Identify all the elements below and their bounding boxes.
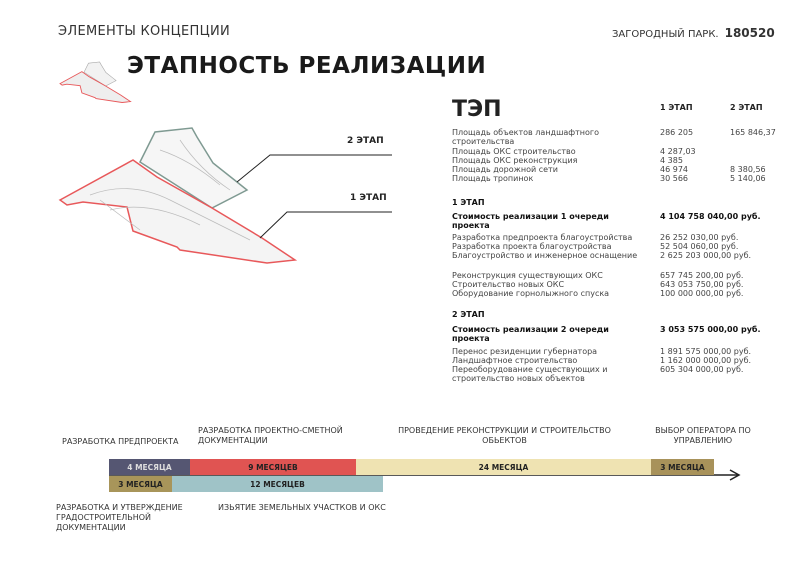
stage2-area — [139, 127, 249, 209]
row-value: 52 504 060,00 руб. — [660, 242, 739, 251]
row-label: Площадь ОКС строительство — [452, 147, 576, 156]
row-label: Площадь тропинок — [452, 174, 534, 183]
timeline-phase-label: ИЗЬЯТИЕ ЗЕМЕЛЬНЫХ УЧАСТКОВ И ОКС — [218, 503, 386, 512]
row-value: 100 000 000,00 руб. — [660, 289, 744, 298]
timeline-phase-label: ВЫБОР ОПЕРАТОРА ПО УПРАВЛЕНИЮ — [655, 426, 751, 445]
row-value-stage2: 5 140,06 — [730, 174, 766, 183]
row-value: 1 162 000 000,00 руб. — [660, 356, 752, 365]
row-label: 2 ЭТАП — [452, 310, 485, 319]
timeline-phase-label: РАЗРАБОТКА ПРОЕКТНО-СМЕТНОЙ ДОКУМЕНТАЦИИ — [198, 426, 343, 445]
page-title: ЭТАПНОСТЬ РЕАЛИЗАЦИИ — [127, 53, 487, 79]
timeline-phase-label: РАЗРАБОТКА И УТВЕРЖДЕНИЕ ГРАДОСТРОИТЕЛЬН… — [56, 503, 183, 532]
timeline-bar: 3 МЕСЯЦА — [109, 476, 172, 492]
row-label: Разработка проекта благоустройства — [452, 242, 612, 251]
timeline-bar: 9 МЕСЯЦЕВ — [190, 459, 356, 475]
row-value: 2 625 203 000,00 руб. — [660, 251, 752, 260]
row-label: Строительство новых ОКС — [452, 280, 565, 289]
row-label: Ландшафтное строительство — [452, 356, 578, 365]
phase-map — [58, 61, 392, 264]
row-label: Благоустройство и инженерное оснащение — [452, 251, 638, 260]
timeline-bar: 24 МЕСЯЦА — [356, 459, 651, 475]
timeline-phase-label: ПРОВЕДЕНИЕ РЕКОНСТРУКЦИИ И СТРОИТЕЛЬСТВО… — [398, 426, 611, 445]
row-label: Переоборудование существующих и строител… — [452, 365, 608, 383]
row-value: 286 205 — [660, 128, 694, 137]
row-label: Реконструкция существующих ОКС — [452, 271, 603, 280]
row-value-stage2: 165 846,37 — [730, 128, 776, 137]
tep-title: ТЭП — [452, 97, 502, 122]
row-value: 26 252 030,00 руб. — [660, 233, 739, 242]
project-label: ЗАГОРОДНЫЙ ПАРК. 180520 — [612, 26, 775, 40]
timeline-bar: 12 МЕСЯЦЕВ — [172, 476, 383, 492]
row-label: Стоимость реализации 1 очереди проекта — [452, 212, 609, 230]
timeline-bar: 3 МЕСЯЦА — [651, 459, 714, 475]
row-value: 1 891 575 000,00 руб. — [660, 347, 752, 356]
stage1-leader-line — [259, 211, 392, 239]
stage1-area — [58, 159, 298, 264]
arrow-icon — [729, 469, 741, 481]
timeline-phase-label: РАЗРАБОТКА ПРЕДПРОЕКТА — [62, 437, 179, 446]
section-label: ЭЛЕМЕНТЫ КОНЦЕПЦИИ — [58, 24, 231, 39]
row-value-stage2: 8 380,56 — [730, 165, 766, 174]
row-value: 4 104 758 040,00 руб. — [660, 212, 761, 221]
page-code: 180520 — [724, 26, 775, 40]
row-label: Перенос резиденции губернатора — [452, 347, 598, 356]
timeline-bar: 4 МЕСЯЦА — [109, 459, 190, 475]
row-label: Площадь объектов ландшафтного строительс… — [452, 128, 600, 146]
park-name: ЗАГОРОДНЫЙ ПАРК. — [612, 29, 719, 40]
row-label: Площадь ОКС реконструкция — [452, 156, 578, 165]
row-value: 605 304 000,00 руб. — [660, 365, 744, 374]
row-label: Площадь дорожной сети — [452, 165, 558, 174]
mini-map-thumbnail — [59, 61, 132, 103]
row-label: 1 ЭТАП — [452, 198, 485, 207]
row-label: Стоимость реализации 2 очереди проекта — [452, 325, 609, 343]
stage1-label: 1 ЭТАП — [350, 193, 387, 203]
row-label: Оборудование горнолыжного спуска — [452, 289, 610, 298]
row-value: 4 385 — [660, 156, 683, 165]
stage2-label: 2 ЭТАП — [347, 136, 384, 146]
col-stage1: 1 ЭТАП — [660, 103, 693, 112]
row-label: Разработка предпроекта благоустройства — [452, 233, 633, 242]
row-value: 643 053 750,00 руб. — [660, 280, 744, 289]
row-value: 30 566 — [660, 174, 688, 183]
row-value: 657 745 200,00 руб. — [660, 271, 744, 280]
stage2-leader-line — [236, 154, 392, 183]
row-value: 3 053 575 000,00 руб. — [660, 325, 761, 334]
row-value: 46 974 — [660, 165, 688, 174]
timeline-axis — [109, 469, 741, 481]
col-stage2: 2 ЭТАП — [730, 103, 763, 112]
row-value: 4 287,03 — [660, 147, 696, 156]
